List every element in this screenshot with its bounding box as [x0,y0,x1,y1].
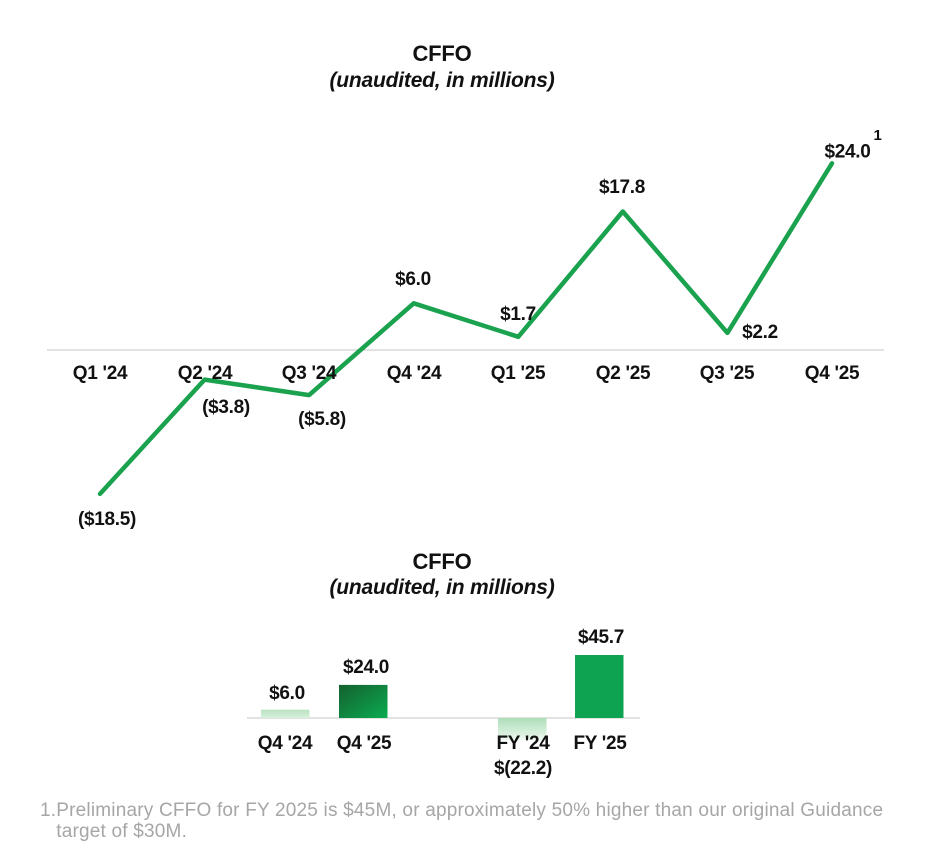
line-axis-label-q4-25: Q4 '25 [804,363,860,384]
line-label-q2-24: ($3.8) [202,397,250,418]
line-axis-label-q4-24: Q4 '24 [386,363,442,384]
bar-axis-label-fy-25: FY '25 [573,733,627,754]
bar-chart-subtitle: (unaudited, in millions) [329,576,555,599]
line-label-q3-25: $2.2 [742,322,778,343]
line-axis-label-q2-24: Q2 '24 [177,363,233,384]
bar-fy-25 [575,655,624,718]
line-label-q3-24: ($5.8) [298,409,346,430]
line-label-q1-25: $1.7 [500,304,536,325]
line-series-cffo [97,161,835,497]
bar-axis-label-fy-24: FY '24 [496,733,550,754]
line-axis-label-q1-24: Q1 '24 [72,363,128,384]
line-chart-title: CFFO [412,41,472,66]
line-axis-label-q1-25: Q1 '25 [490,363,546,384]
bar-chart-title: CFFO [412,549,472,574]
bar-axis-label-q4-24: Q4 '24 [257,733,313,754]
bar-fy-24 [498,718,547,740]
bar-label-fy-25: $45.7 [577,627,625,648]
line-axis-label-q3-25: Q3 '25 [699,363,755,384]
footnote: 1. Preliminary CFFO for FY 2025 is $45M,… [40,800,883,842]
footnote-marker: 1. [40,800,57,821]
footnote-text: Preliminary CFFO for FY 2025 is $45M, or… [56,800,883,842]
line-label-q4-24: $6.0 [395,269,431,290]
footnote-superscript-1: 1 [873,127,882,144]
line-label-q4-25: $24.01 [824,127,881,163]
bar-label-fy-24: $(22.2) [493,758,553,779]
bar-axis-label-q4-25: Q4 '25 [336,733,392,754]
line-chart-subtitle: (unaudited, in millions) [329,69,555,92]
line-axis-label-q2-25: Q2 '25 [595,363,651,384]
line-label-q2-25: $17.8 [598,177,646,198]
bar-label-q4-24: $6.0 [269,683,305,704]
footnote-line-2: target of $30M. [56,821,188,842]
line-axis-label-q3-24: Q3 '24 [281,363,337,384]
bar-label-q4-25: $24.0 [342,657,390,678]
line-label-q4-25-value: $24.0 [824,141,871,163]
footnote-line-1: Preliminary CFFO for FY 2025 is $45M, or… [56,800,884,821]
bar-q4-25 [339,684,388,718]
bar-q4-24 [261,709,310,718]
line-label-q1-24: ($18.5) [77,509,137,530]
